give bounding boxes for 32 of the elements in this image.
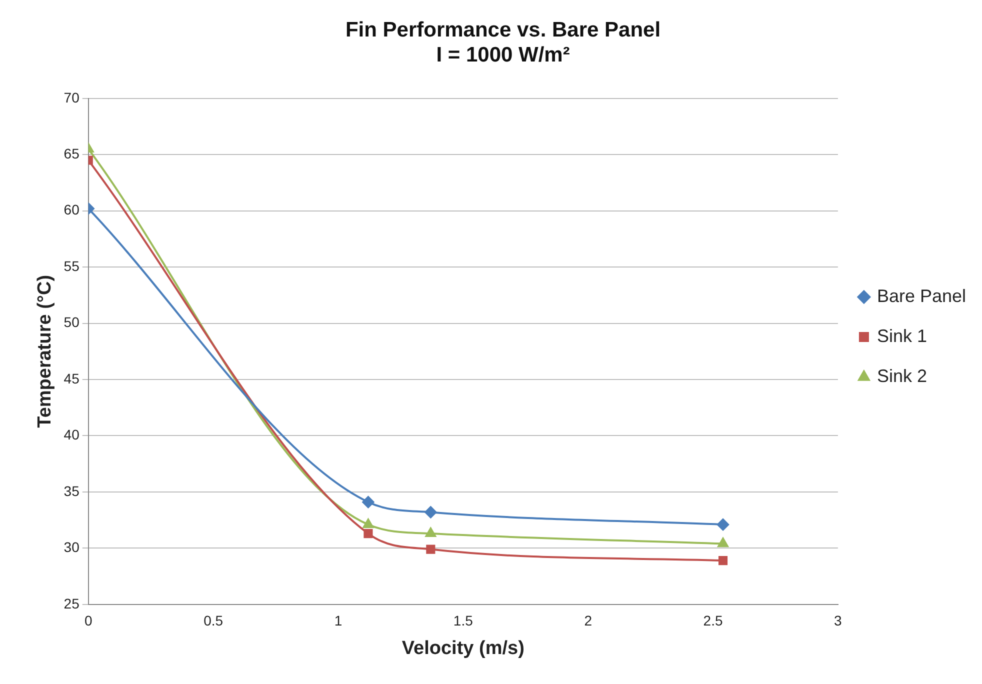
x-tick-label: 2.5 bbox=[703, 612, 723, 629]
y-tick-label: 45 bbox=[64, 370, 80, 386]
x-tick-label: 3 bbox=[834, 612, 842, 629]
y-tick-label: 25 bbox=[64, 595, 80, 612]
x-tick-label: 0 bbox=[84, 612, 92, 629]
y-tick-label: 60 bbox=[64, 202, 80, 218]
y-tick-label: 50 bbox=[64, 314, 80, 330]
point bbox=[718, 556, 728, 566]
y-tick-label: 35 bbox=[64, 482, 80, 499]
point bbox=[424, 506, 437, 518]
x-tick-label: 0.5 bbox=[204, 612, 224, 629]
x-tick-label: 2 bbox=[584, 612, 592, 629]
chart-title: Fin Performance vs. Bare Panel I = 1000 W/m² bbox=[345, 18, 661, 67]
point bbox=[426, 544, 436, 554]
x-tick-label: 1 bbox=[334, 612, 342, 629]
point bbox=[362, 496, 374, 508]
point bbox=[364, 529, 373, 538]
x-axis-title: Velocity (m/s) bbox=[402, 638, 524, 659]
x-tick-label: 1.5 bbox=[453, 612, 474, 629]
y-tick-label: 55 bbox=[64, 258, 80, 274]
legend-label: Bare Panel bbox=[876, 286, 966, 306]
legend-label: Sink 1 bbox=[876, 326, 927, 346]
point bbox=[362, 518, 374, 528]
y-tick-label: 30 bbox=[64, 539, 80, 556]
legend-label: Sink 2 bbox=[876, 366, 927, 386]
y-tick-label: 65 bbox=[64, 145, 80, 162]
y-axis-title: Temperature (°C) bbox=[34, 274, 56, 428]
point bbox=[717, 518, 730, 531]
point bbox=[425, 528, 436, 538]
y-tick-label: 70 bbox=[64, 89, 80, 106]
point bbox=[718, 538, 728, 548]
y-tick-label: 40 bbox=[64, 426, 80, 443]
